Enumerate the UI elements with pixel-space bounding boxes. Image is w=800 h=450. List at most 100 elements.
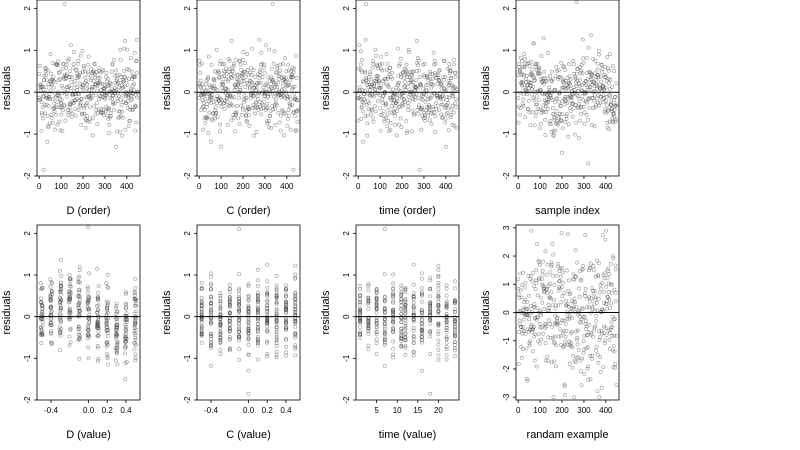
data-point: [231, 115, 236, 120]
data-point: [436, 267, 441, 272]
data-point: [423, 100, 428, 104]
data-point: [548, 281, 552, 286]
data-point: [255, 341, 260, 346]
data-point: [411, 291, 416, 296]
data-point: [120, 133, 125, 138]
y-tick-label: 0: [23, 89, 32, 94]
data-point: [544, 272, 549, 277]
data-point: [227, 298, 232, 303]
data-point: [41, 116, 45, 121]
data-point: [429, 122, 434, 126]
data-point: [416, 58, 421, 63]
data-point: [104, 313, 109, 318]
data-point: [266, 119, 271, 124]
data-point: [593, 324, 598, 329]
data-point: [107, 131, 111, 136]
data-point: [527, 64, 532, 68]
data-point: [77, 264, 82, 269]
data-point: [60, 129, 65, 134]
data-point: [118, 97, 123, 102]
data-point: [198, 71, 203, 75]
data-point: [575, 342, 580, 347]
data-point: [530, 279, 534, 284]
data-point: [132, 322, 137, 327]
data-point: [447, 62, 452, 66]
data-point: [108, 96, 113, 100]
data-point: [69, 79, 74, 84]
data-point: [579, 112, 583, 116]
data-point: [271, 61, 276, 66]
data-point: [255, 357, 260, 362]
data-point: [105, 356, 110, 360]
data-point: [199, 312, 204, 317]
data-point: [448, 115, 453, 120]
data-point: [357, 85, 362, 90]
x-tick-label: 300: [577, 406, 591, 415]
data-point: [281, 133, 286, 138]
data-point: [544, 287, 549, 292]
data-point: [278, 62, 283, 67]
data-point: [85, 119, 90, 124]
data-point: [293, 297, 298, 302]
y-tick-label: 0: [342, 89, 351, 94]
data-point: [548, 321, 553, 326]
x-axis-label: time (value): [379, 429, 436, 441]
data-point: [125, 47, 130, 52]
data-point: [436, 321, 441, 326]
data-point: [381, 81, 386, 86]
data-point: [586, 377, 591, 382]
data-point: [536, 339, 541, 344]
data-point: [113, 306, 118, 311]
data-point: [266, 84, 271, 89]
data-point: [105, 352, 109, 356]
data-point: [391, 318, 396, 323]
data-point: [246, 321, 251, 326]
data-point: [67, 334, 72, 339]
data-point: [80, 70, 85, 75]
data-point: [261, 90, 266, 95]
data-point: [528, 83, 532, 88]
data-point: [578, 71, 583, 75]
data-point: [563, 384, 567, 389]
data-point: [246, 342, 251, 347]
data-point: [284, 350, 288, 355]
data-point: [436, 309, 441, 314]
data-point: [544, 321, 548, 326]
data-point: [557, 286, 562, 291]
data-point: [39, 281, 43, 286]
data-point: [197, 63, 202, 68]
data-point: [264, 82, 269, 87]
data-point: [547, 85, 552, 90]
data-point: [274, 295, 279, 300]
data-point: [218, 305, 223, 310]
data-point: [49, 329, 54, 333]
data-point: [406, 108, 411, 112]
data-point: [286, 83, 291, 88]
data-point: [533, 78, 538, 83]
data-point: [597, 329, 602, 334]
data-point: [61, 108, 66, 113]
data-point: [537, 332, 542, 336]
data-point: [232, 83, 237, 88]
data-point: [268, 113, 272, 118]
y-tick-label: 1: [23, 48, 32, 53]
data-point: [554, 109, 559, 114]
data-point: [206, 131, 211, 136]
data-point: [563, 339, 568, 344]
data-point: [396, 105, 401, 110]
data-point: [585, 305, 589, 310]
data-point: [39, 327, 44, 332]
data-point: [369, 84, 374, 89]
data-point: [556, 115, 561, 120]
data-point: [605, 307, 609, 312]
data-point: [382, 116, 387, 121]
data-point: [516, 292, 521, 297]
data-point: [263, 107, 268, 112]
data-point: [254, 81, 259, 86]
data-point: [284, 292, 288, 297]
data-point: [382, 307, 387, 312]
data-point: [48, 82, 53, 87]
data-point: [537, 66, 542, 71]
data-point: [49, 115, 54, 120]
data-point: [533, 332, 538, 337]
